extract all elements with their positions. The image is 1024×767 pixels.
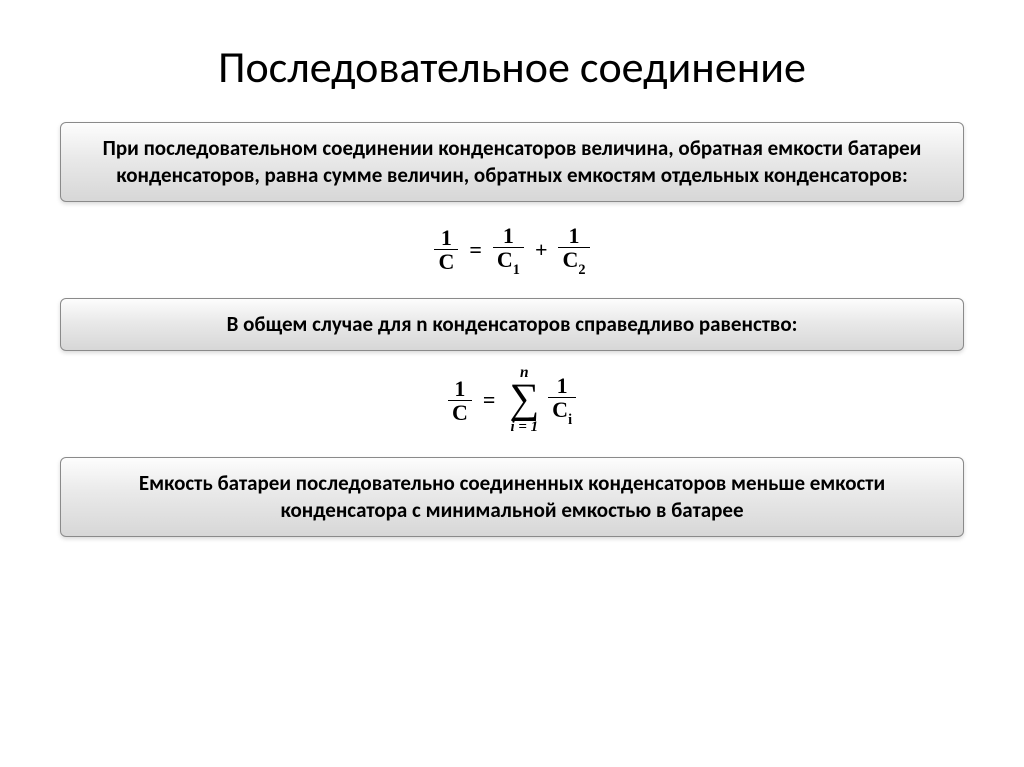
formula-2: 1 C = n ∑ i = 1 1 Ci bbox=[445, 365, 579, 435]
den-sub: 2 bbox=[578, 262, 585, 278]
summation: n ∑ i = 1 bbox=[509, 365, 539, 435]
frac-ci: 1 Ci bbox=[548, 374, 576, 426]
den: C bbox=[434, 249, 458, 273]
num: 1 bbox=[437, 226, 456, 249]
formula-1: 1 C = 1 C1 + 1 C2 bbox=[431, 224, 592, 276]
definition-box-2: В общем случае для n конденсаторов справ… bbox=[60, 298, 964, 351]
num: 1 bbox=[499, 224, 518, 247]
equals-sign: = bbox=[483, 387, 496, 413]
den: C bbox=[448, 400, 472, 424]
den: C1 bbox=[493, 247, 524, 276]
sum-lower: i = 1 bbox=[510, 420, 538, 435]
frac-c2: 1 C2 bbox=[558, 224, 589, 276]
den-base: C bbox=[552, 397, 568, 422]
frac-lhs: 1 C bbox=[448, 377, 472, 424]
slide-title: Последовательное соединение bbox=[218, 40, 806, 94]
den-base: C bbox=[562, 247, 578, 272]
den-sub: 1 bbox=[513, 262, 520, 278]
slide: Последовательное соединение При последов… bbox=[0, 0, 1024, 767]
num: 1 bbox=[565, 224, 584, 247]
num: 1 bbox=[450, 377, 469, 400]
frac-lhs: 1 C bbox=[434, 226, 458, 273]
num: 1 bbox=[553, 374, 572, 397]
den: Ci bbox=[548, 397, 576, 426]
den-sub: i bbox=[568, 412, 572, 428]
equals-sign: = bbox=[469, 237, 482, 263]
definition-box-1: При последовательном соединении конденса… bbox=[60, 122, 964, 202]
den: C2 bbox=[558, 247, 589, 276]
den-base: C bbox=[497, 247, 513, 272]
frac-c1: 1 C1 bbox=[493, 224, 524, 276]
sigma-icon: ∑ bbox=[509, 381, 539, 419]
plus-sign: + bbox=[535, 237, 548, 263]
definition-box-3: Емкость батареи последовательно соединен… bbox=[60, 457, 964, 537]
